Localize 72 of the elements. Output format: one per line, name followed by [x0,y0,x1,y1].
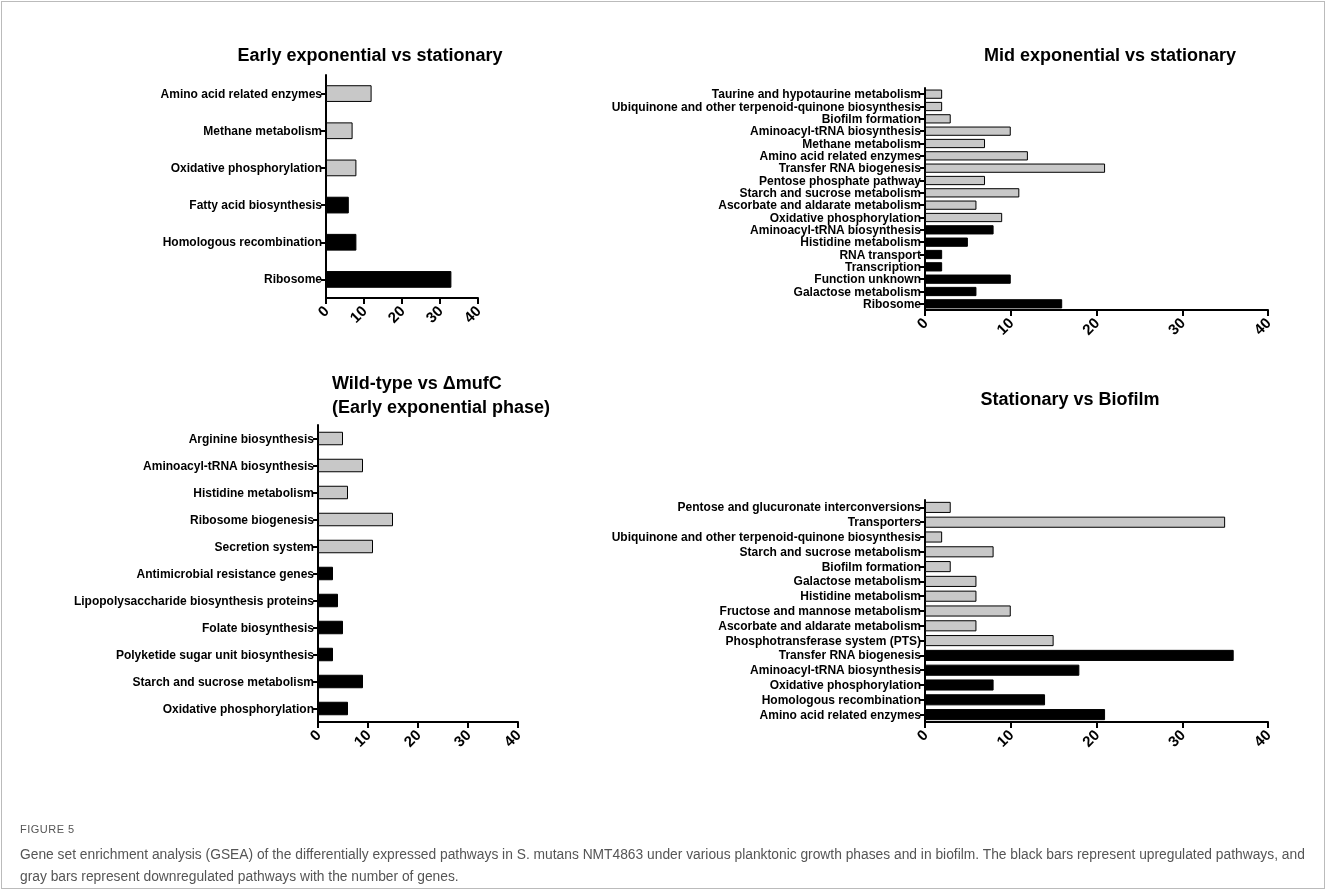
y-tick-label: Oxidative phosphorylation [162,701,314,716]
chart-title: Wild-type vs ΔmufC (Early exponential phase) [332,373,551,417]
x-tick-label: 0 [314,301,333,320]
chart-title: Mid exponential vs stationary [983,45,1237,65]
y-tick-label: Starch and sucrose metabolism [132,674,314,689]
y-tick-label: Fructose and mannose metabolism [719,604,921,618]
y-tick-label: Ascorbate and aldarate metabolism [718,618,921,633]
y-tick-label: Ubiquinone and other terpenoid-quinone biosynthesis [611,530,922,544]
y-tick-label: Homologous recombination [162,235,322,250]
y-tick-label: RNA transport [839,247,921,262]
x-tick-label: 0 [913,725,932,744]
y-tick-label: Arginine biosynthesis [188,431,315,446]
y-tick-label: Taurine and hypotaurine metabolism [711,87,921,102]
y-tick-label: Methane metabolism [203,123,322,138]
y-tick-label: Phosphotransferase system (PTS) [725,633,921,648]
y-tick-label: Amino acid related enzymes [160,86,323,101]
y-tick-label: Secretion system [214,539,314,554]
y-tick-label: Histidine metabolism [800,589,921,604]
y-tick-label: Aminoacyl-tRNA biosynthesis [750,663,922,678]
x-tick-label: 10 [350,725,375,750]
x-tick-label: 10 [346,301,371,326]
y-tick-label: Starch and sucrose metabolism [739,544,921,559]
x-tick-label: 30 [422,301,447,326]
y-tick-label: Ribosome [263,272,323,287]
chart-title: Stationary vs Biofilm [980,389,1160,409]
text: Gene set enrichment analysis (GSEA) of the differentially expressed pathways in S. mutans NMT4863 under various planktonic growth phases and in biofilm. The black bars represent upregulated pathways, and gray bars represent downregulated pathways with the number of genes. [20,846,1306,886]
y-tick-label: Ribosome biogenesis [189,512,315,527]
caption: FIGURE 5 [20,822,76,837]
y-tick-label: Ubiquinone and other terpenoid-quinone biosynthesis [611,99,922,114]
y-tick-label: Methane metabolism [802,136,921,151]
y-tick-label: Folate biosynthesis [201,620,315,635]
y-tick-label: Oxidative phosphorylation [170,160,322,175]
y-tick-label: Pentose and glucuronate interconversions [677,500,922,515]
x-tick-label: 20 [384,301,409,326]
y-tick-label: Polyketide sugar unit biosynthesis [115,647,315,662]
y-tick-label: Ascorbate and aldarate metabolism [718,198,921,213]
x-tick-label: 20 [1078,313,1103,338]
y-tick-label: Transfer RNA biogenesis [778,648,922,663]
y-tick-label: Galactose metabolism [793,284,921,299]
y-tick-label: Fatty acid biosynthesis [189,198,323,213]
y-tick-label: Galactose metabolism [793,574,921,589]
y-tick-label: Histidine metabolism [800,235,921,250]
x-tick-label: 0 [913,313,932,332]
y-tick-label: Oxidative phosphorylation [769,678,921,692]
y-tick-label: Histidine metabolism [193,485,314,500]
y-tick-label: Transfer RNA biogenesis [778,161,922,176]
x-tick-label: 30 [1164,313,1189,338]
y-tick-label: Oxidative phosphorylation [769,210,921,225]
y-tick-label: Pentose phosphate pathway [758,173,922,188]
y-tick-label: Transporters [847,515,922,530]
y-tick-label: Antimicrobial resistance genes [136,566,315,581]
y-tick-label: Function unknown [814,272,921,287]
y-tick-label: Aminoacyl-tRNA biosynthesis [750,124,922,139]
x-tick-label: 10 [992,725,1017,750]
x-tick-label: 30 [450,725,475,750]
y-tick-label: Aminoacyl-tRNA biosynthesis [143,458,315,473]
y-tick-label: Amino acid related enzymes [759,707,922,722]
x-tick-label: 30 [1164,725,1189,750]
y-tick-label: Lipopolysaccharide biosynthesis proteins [73,593,315,608]
y-tick-label: Biofilm formation [821,559,921,574]
x-tick-label: 20 [400,725,425,750]
x-tick-label: 40 [500,725,525,750]
x-tick-label: 0 [306,725,325,744]
y-tick-label: Homologous recombination [761,692,921,707]
chart-title: Early exponential vs stationary [237,45,503,65]
y-tick-label: Ribosome [862,296,922,311]
x-tick-label: 10 [992,313,1017,338]
x-tick-label: 40 [1250,725,1275,750]
y-tick-label: Amino acid related enzymes [759,148,922,163]
x-tick-label: 40 [460,301,485,326]
x-tick-label: 20 [1078,725,1103,750]
x-tick-label: 40 [1250,313,1275,338]
